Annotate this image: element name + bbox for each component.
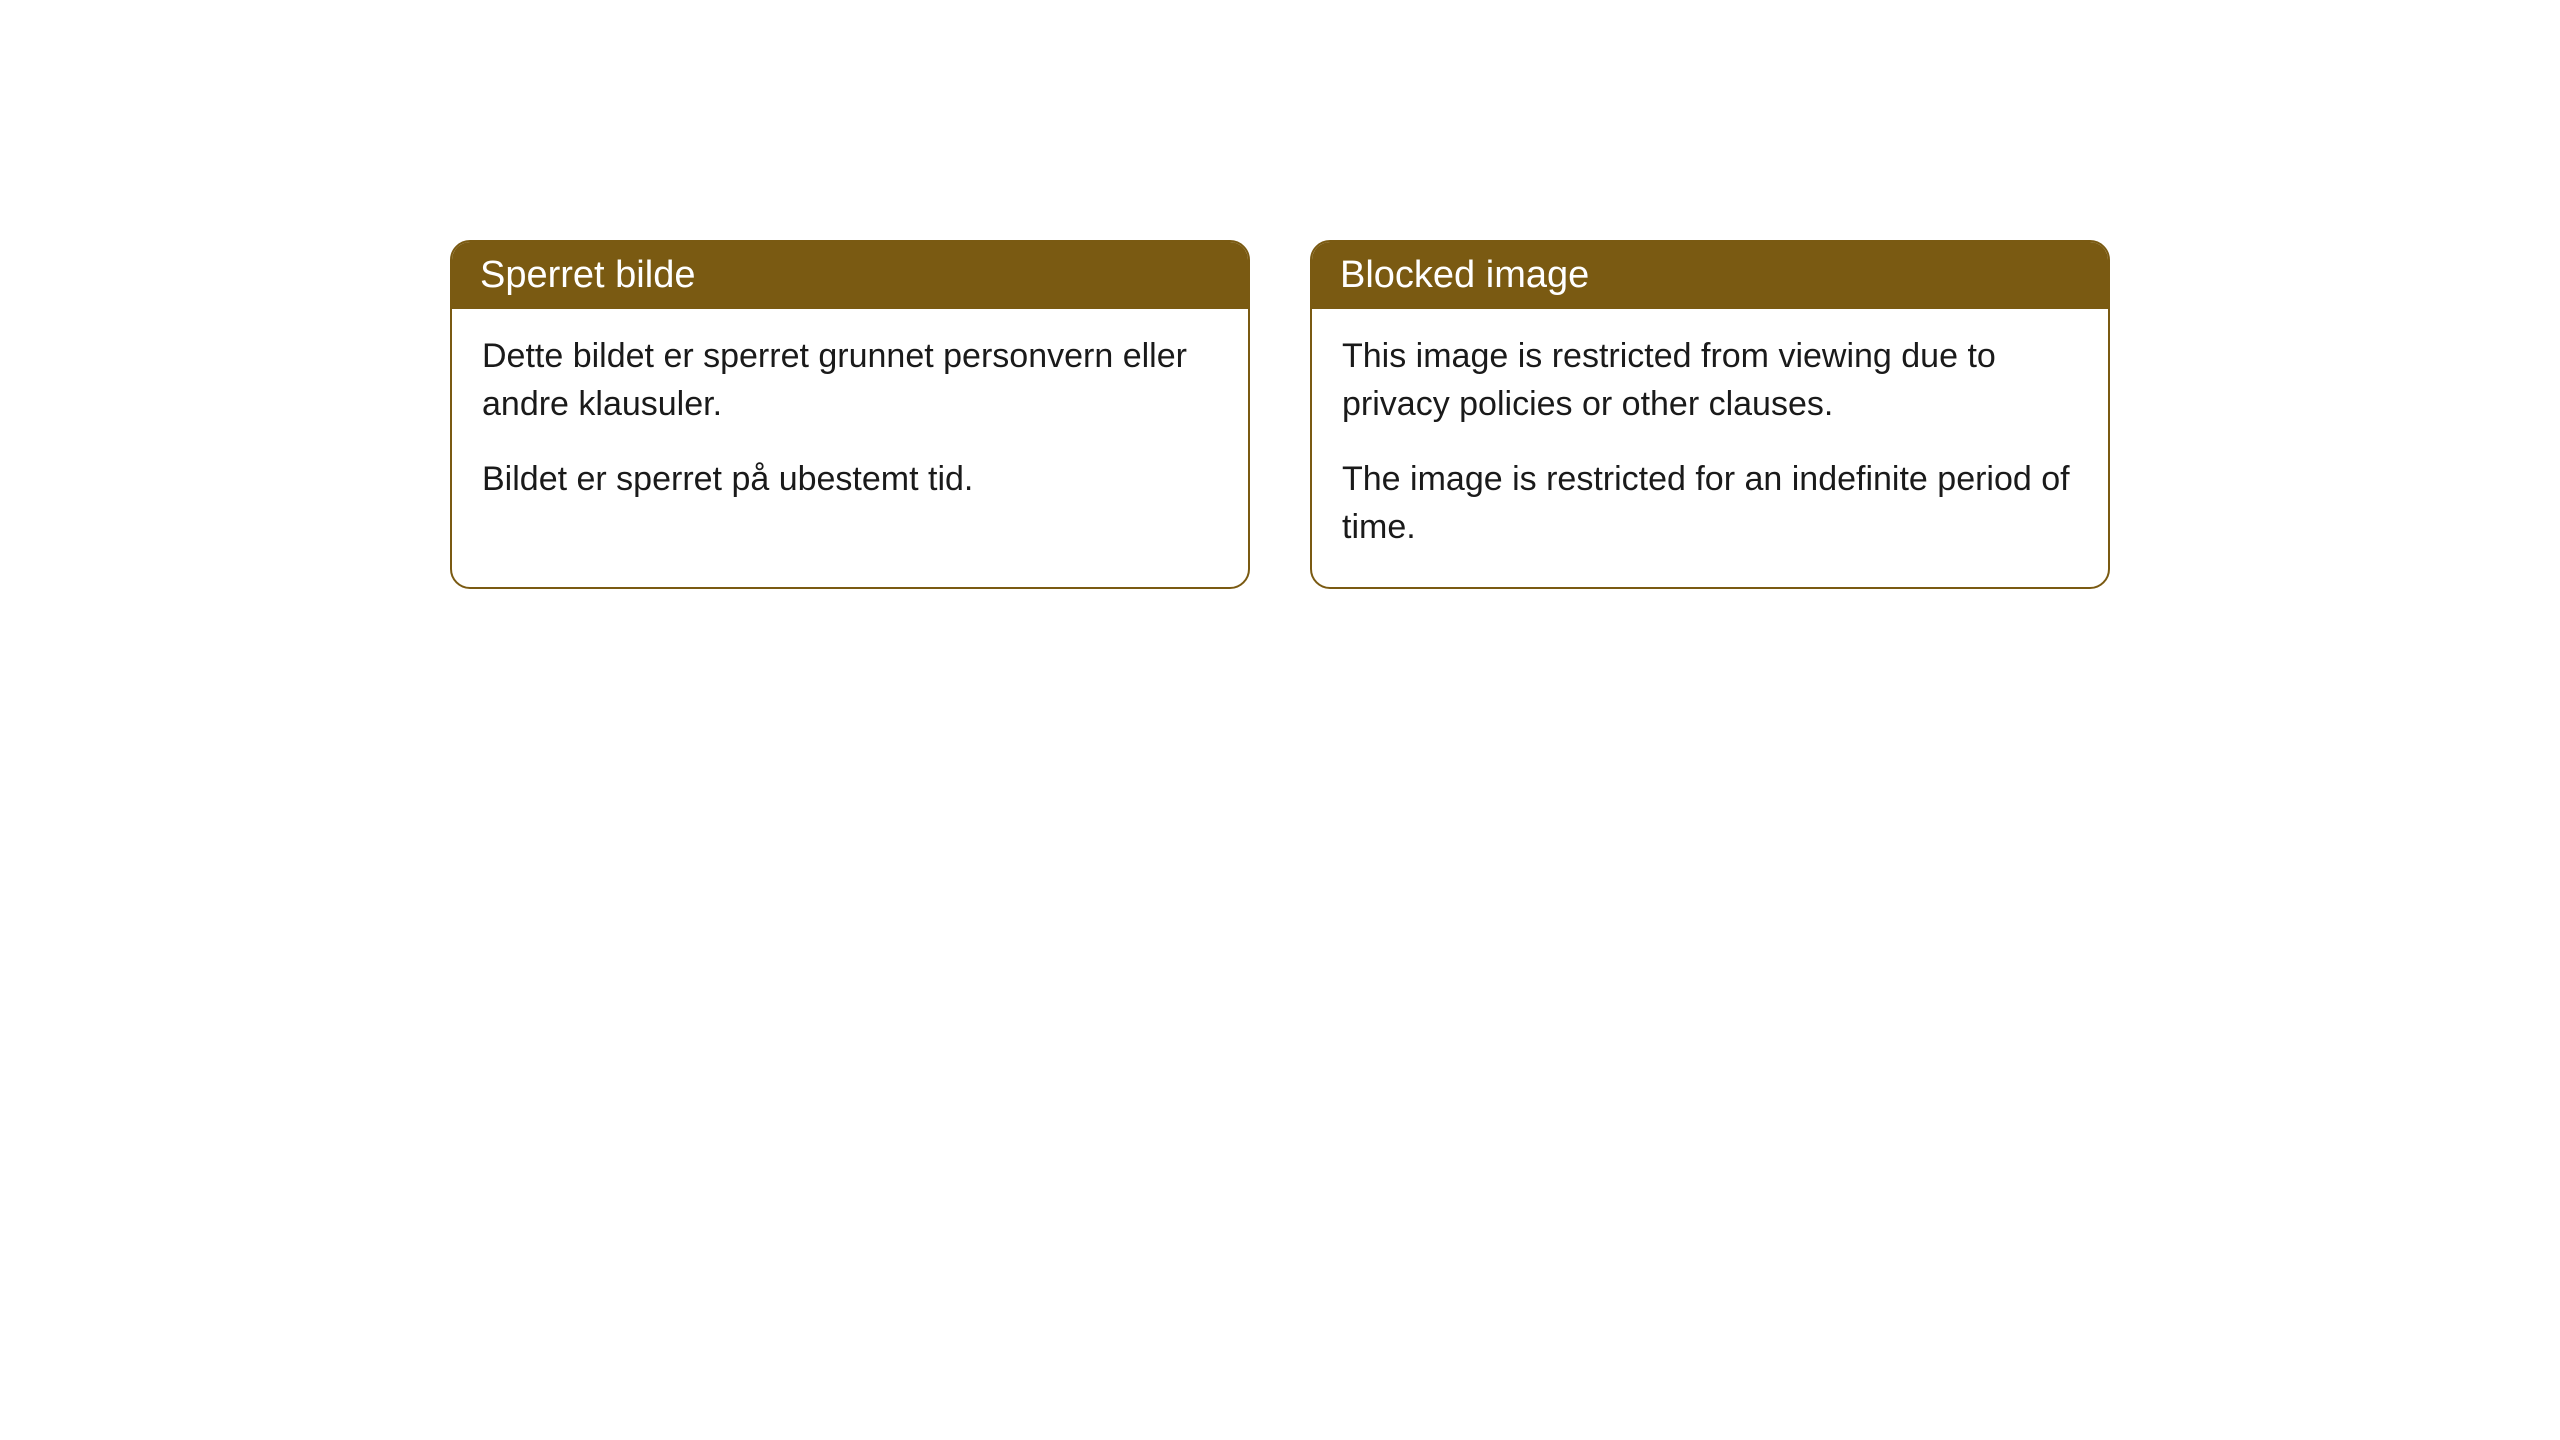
blocked-image-card-english: Blocked image This image is restricted f…: [1310, 240, 2110, 589]
card-body-norwegian: Dette bildet er sperret grunnet personve…: [452, 309, 1248, 540]
card-title: Blocked image: [1340, 254, 1589, 296]
card-header-english: Blocked image: [1312, 242, 2108, 309]
notice-text-line-1: This image is restricted from viewing du…: [1342, 333, 2078, 428]
notice-text-line-2: The image is restricted for an indefinit…: [1342, 456, 2078, 551]
card-title: Sperret bilde: [480, 254, 695, 296]
card-body-english: This image is restricted from viewing du…: [1312, 309, 2108, 587]
notice-cards-container: Sperret bilde Dette bildet er sperret gr…: [450, 240, 2110, 589]
blocked-image-card-norwegian: Sperret bilde Dette bildet er sperret gr…: [450, 240, 1250, 589]
card-header-norwegian: Sperret bilde: [452, 242, 1248, 309]
notice-text-line-1: Dette bildet er sperret grunnet personve…: [482, 333, 1218, 428]
notice-text-line-2: Bildet er sperret på ubestemt tid.: [482, 456, 1218, 504]
